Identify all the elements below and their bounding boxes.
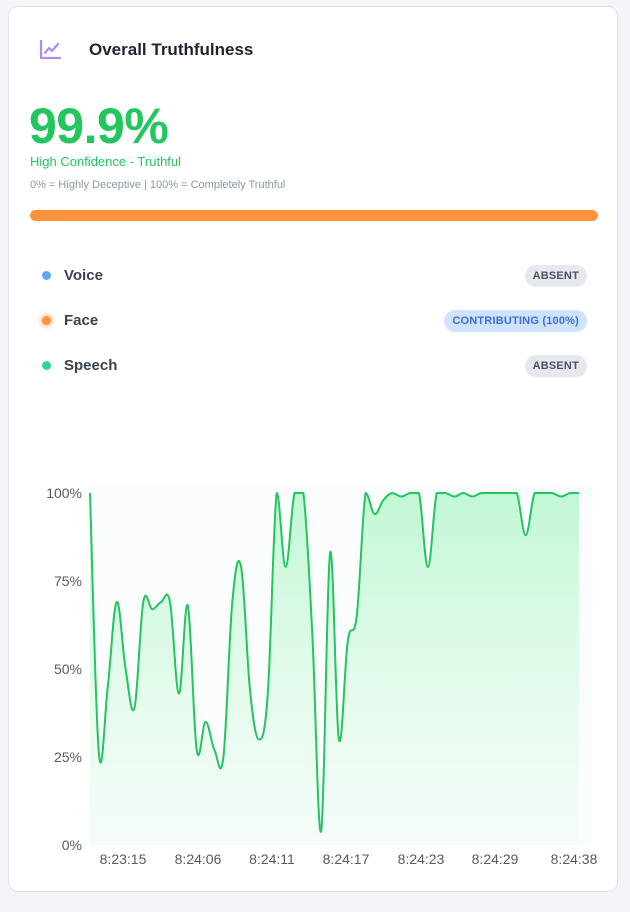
modality-label: Speech [64,357,118,374]
card-header: Overall Truthfulness [37,37,253,63]
face-status-dot [42,316,51,325]
data-point [577,491,581,495]
x-tick-label: 8:24:06 [175,851,222,867]
x-tick-label: 8:24:29 [472,851,519,867]
data-point [106,685,110,689]
data-point [319,829,323,833]
modality-voice: Voice ABSENT [30,253,587,298]
x-tick-label: 8:24:23 [398,851,445,867]
data-point [186,604,190,608]
data-point [417,491,421,495]
data-point [310,632,314,636]
data-point [488,491,492,495]
data-point [515,491,519,495]
modality-label: Face [64,312,99,329]
data-point [177,692,181,696]
data-point [195,748,199,752]
data-point [284,565,288,569]
data-point [328,551,332,555]
y-tick-label: 50% [54,661,82,677]
x-tick-label: 8:24:17 [323,851,370,867]
data-point [346,639,350,643]
y-tick-label: 0% [62,837,82,853]
data-point [461,491,465,495]
x-tick-label: 8:24:11 [249,851,295,867]
truthfulness-progress-bar [30,210,598,221]
modality-speech: Speech ABSENT [30,343,587,388]
data-point [355,614,359,618]
data-point [559,495,563,499]
data-point [453,495,457,499]
data-point [497,491,501,495]
data-point [381,498,385,502]
data-point [390,491,394,495]
modality-label: Voice [64,267,103,284]
truthfulness-timeline-chart: 100% 75% 50% 25% 0% 8:23:15 8:24:06 8:24:11 8:2… [46,485,598,867]
data-point [301,491,305,495]
data-point [204,720,208,724]
data-point [568,491,572,495]
data-point [141,600,145,604]
data-point [257,737,261,741]
voice-status-dot [42,271,51,280]
data-point [230,600,234,604]
card-title: Overall Truthfulness [89,40,254,59]
data-point [426,565,430,569]
status-badge: ABSENT [524,354,587,377]
modality-face: Face CONTRIBUTING (100%) [30,298,587,343]
x-tick-label: 8:24:38 [551,851,598,867]
data-point [541,491,545,495]
data-point [159,600,163,604]
data-point [293,491,297,495]
data-point [239,565,243,569]
data-point [337,737,341,741]
data-point [88,491,92,495]
series-line [89,492,579,833]
speech-status-dot [42,361,51,370]
series-area [90,493,579,845]
data-point [133,706,137,710]
status-badge: ABSENT [524,264,587,287]
data-point [444,491,448,495]
data-point [213,748,217,752]
data-point [524,533,528,537]
data-point [168,600,172,604]
data-point [124,667,128,671]
data-point [266,692,270,696]
data-point [373,512,377,516]
modality-list: Voice ABSENT Face CONTRIBUTING (100%) Sp… [30,253,587,388]
data-point [97,752,101,756]
data-point [364,491,368,495]
data-point [399,495,403,499]
data-point [248,688,252,692]
x-tick-label: 8:23:15 [100,851,147,867]
data-point [533,491,537,495]
y-tick-label: 75% [54,573,82,589]
data-point [115,600,119,604]
data-point [275,491,279,495]
data-point [435,491,439,495]
data-point [408,491,412,495]
confidence-label: High Confidence - Truthful [30,154,182,169]
y-tick-label: 100% [46,485,82,501]
data-point [479,491,483,495]
truthfulness-card: Overall Truthfulness 99.9% High Confiden… [8,6,618,892]
data-point [221,755,225,759]
y-tick-label: 25% [54,749,82,765]
truthfulness-score: 99.9% [29,98,169,154]
data-point [506,491,510,495]
data-point [550,491,554,495]
progress-fill [30,210,598,221]
status-badge: CONTRIBUTING (100%) [444,309,587,332]
scale-legend-note: 0% = Highly Deceptive | 100% = Completel… [30,179,286,191]
line-chart-icon [37,37,63,63]
data-point [470,495,474,499]
data-point [150,607,154,611]
